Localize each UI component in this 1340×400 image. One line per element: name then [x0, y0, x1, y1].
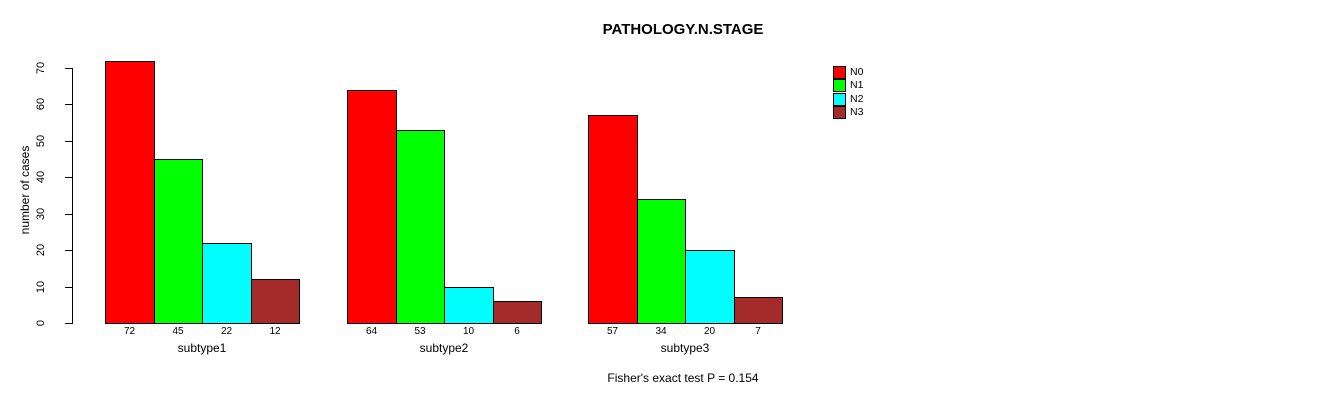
bar-value-label-subtype3-N1: 34 [655, 326, 667, 337]
legend-label-N1: N1 [850, 79, 864, 91]
y-axis-tick [65, 323, 72, 324]
y-axis-tick-label: 50 [35, 134, 47, 148]
legend-swatch-N1 [833, 79, 846, 92]
bar-subtype1-N3 [251, 279, 300, 324]
bar-value-label-subtype2-N0: 64 [365, 326, 378, 337]
legend-swatch-N2 [833, 93, 846, 106]
bar-value-label-subtype2-N3: 6 [514, 326, 520, 337]
legend-swatch-N3 [833, 106, 846, 119]
y-axis-tick-label: 0 [35, 319, 47, 327]
legend-label-N0: N0 [850, 66, 864, 78]
bar-subtype2-N2 [444, 287, 494, 324]
bar-subtype2-N3 [493, 301, 542, 324]
y-axis-tick-label: 60 [35, 97, 47, 111]
y-axis-tick-label: 40 [35, 170, 47, 184]
y-axis-tick [65, 287, 72, 288]
y-axis-tick [65, 104, 72, 105]
chart-title: PATHOLOGY.N.STAGE [602, 21, 764, 38]
bar-subtype2-N1 [396, 130, 445, 324]
legend-row-N2: N2 [833, 93, 863, 106]
group-label-subtype2: subtype2 [419, 341, 469, 355]
annotation-fishers-test: Fisher's exact test P = 0.154 [607, 371, 759, 385]
bar-value-label-subtype3-N0: 57 [606, 326, 619, 337]
bar-value-label-subtype1-N0: 72 [123, 326, 136, 337]
bar-value-label-subtype1-N1: 45 [172, 326, 184, 337]
bar-subtype1-N0 [105, 61, 155, 324]
bar-value-label-subtype3-N3: 7 [755, 326, 761, 337]
y-axis-tick-label: 10 [35, 280, 47, 294]
bar-value-label-subtype1-N2: 22 [220, 326, 233, 337]
y-axis-tick [65, 177, 72, 178]
bar-value-label-subtype2-N1: 53 [414, 326, 426, 337]
legend-row-N1: N1 [833, 79, 863, 92]
bar-value-label-subtype3-N2: 20 [703, 326, 716, 337]
y-axis-line [72, 68, 73, 324]
bar-subtype3-N0 [588, 115, 638, 324]
bar-subtype1-N1 [154, 159, 203, 324]
bar-value-label-subtype2-N2: 10 [462, 326, 475, 337]
y-axis-label: number of cases [18, 145, 32, 235]
legend-swatch-N0 [833, 66, 846, 79]
legend-label-N3: N3 [850, 106, 864, 118]
bar-subtype2-N0 [347, 90, 397, 324]
y-axis-tick [65, 250, 72, 251]
y-axis-tick [65, 214, 72, 215]
group-label-subtype1: subtype1 [177, 341, 227, 355]
legend-label-N2: N2 [850, 93, 864, 105]
y-axis-tick [65, 141, 72, 142]
legend-row-N3: N3 [833, 106, 863, 119]
group-label-subtype3: subtype3 [660, 341, 710, 355]
bar-subtype3-N3 [734, 297, 783, 324]
bar-subtype3-N1 [637, 199, 686, 324]
legend-row-N0: N0 [833, 66, 863, 79]
y-axis-tick-label: 70 [35, 61, 47, 75]
y-axis-tick-label: 30 [35, 207, 47, 221]
y-axis-tick-label: 20 [35, 243, 47, 257]
bar-value-label-subtype1-N3: 12 [269, 326, 281, 337]
bar-subtype3-N2 [685, 250, 735, 324]
bar-subtype1-N2 [202, 243, 252, 324]
y-axis-tick [65, 68, 72, 69]
